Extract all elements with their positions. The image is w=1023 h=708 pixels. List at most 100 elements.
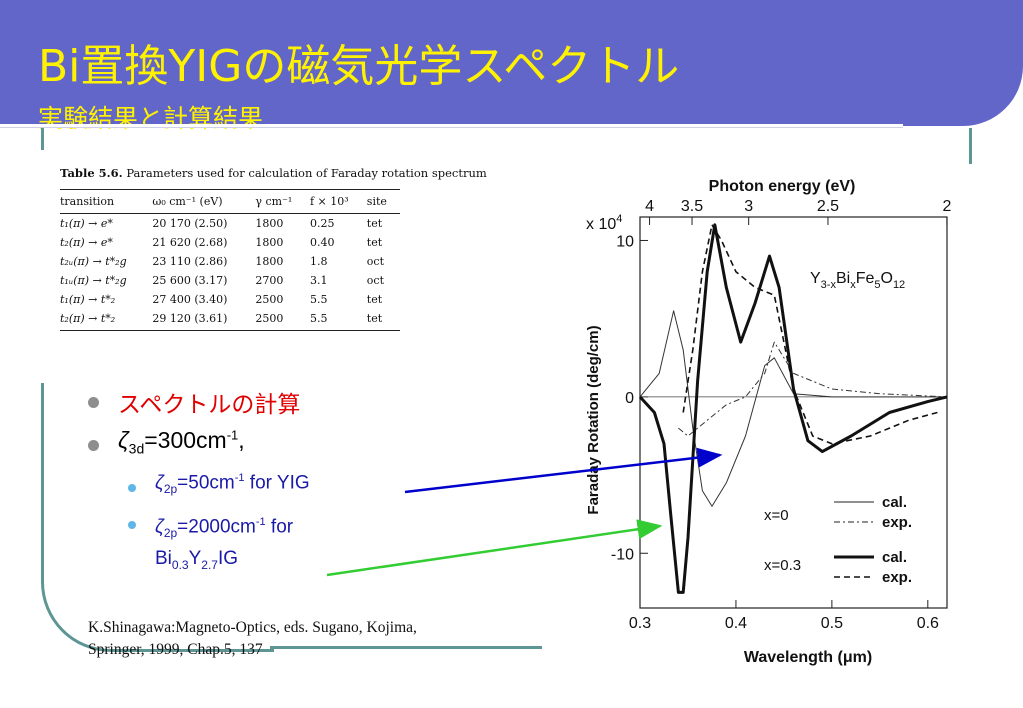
title-rule [0, 124, 903, 127]
legend-x0-cal: cal. [882, 494, 907, 511]
x-axis-label: Wavelength (μm) [744, 649, 872, 666]
cell-gamma: 2700 [255, 274, 284, 287]
zeta-subscript: 2p [163, 526, 178, 541]
zeta-tail: for [265, 516, 294, 538]
y-axis-label: Faraday Rotation (deg/cm) [585, 325, 602, 514]
y-tick-label: 10 [616, 233, 634, 250]
table-row: t₁ᵤ(π) → t*₂g 25 600 (3.17) 2700 3.1 oct [60, 271, 400, 290]
formula-y-sub: 2.7 [201, 557, 218, 572]
sub-bullet-dot-icon [128, 521, 136, 529]
frame-bottom-line [270, 646, 542, 649]
x-tick-label: 0.6 [917, 615, 939, 632]
zeta-superscript: -1 [255, 516, 266, 528]
top-tick-label: 3 [744, 198, 753, 215]
plot-frame [639, 216, 948, 609]
formula-bi: Bi [836, 270, 850, 287]
legend-x03-label: x=0.3 [764, 557, 801, 574]
table-caption-label: Table 5.6. [60, 166, 123, 180]
x-tick-group: 0.3 0.4 0.5 0.6 [629, 600, 939, 632]
legend-x03-cal: cal. [882, 549, 907, 566]
top-tick-label: 3.5 [681, 198, 703, 215]
cell-f: 0.25 [309, 217, 335, 230]
top-tick-group: 4 3.5 3 2.5 2 [645, 198, 951, 225]
title-band [0, 0, 1023, 126]
cell-omega: 23 110 (2.86) [152, 255, 228, 268]
top-axis-label: Photon energy (eV) [709, 178, 856, 195]
y-multiplier: x 104 [586, 213, 622, 233]
y-multiplier-exp: 4 [616, 213, 622, 225]
formula-bi-sub: 0.3 [171, 557, 189, 572]
cell-f: 3.1 [309, 274, 328, 287]
cell-transition: t₂(π) → t*₂ [60, 309, 153, 331]
reference-line-2: Springer, 1999, Chap.5, 137 [88, 641, 263, 658]
chart-legend: x=0 cal. exp. x=0.3 cal. exp. [764, 494, 912, 586]
header-omega: ω₀ cm⁻¹ (eV) [152, 189, 256, 214]
cell-transition: t₁(π) → t*₂ [60, 293, 116, 306]
cell-site: tet [366, 309, 400, 331]
parameter-table: transition ω₀ cm⁻¹ (eV) γ cm⁻¹ f × 10³ s… [60, 189, 400, 331]
bullet-spectrum-calc: スペクトルの計算 [118, 391, 301, 417]
cell-transition: t₁(π) → e* [60, 217, 113, 230]
table-caption-text: Parameters used for calculation of Farad… [126, 166, 487, 180]
zeta-symbol: ζ [155, 516, 164, 538]
sub-bullet-yig: ζ2p=50cm-1 for YIG [155, 472, 310, 496]
cell-transition: t₂(π) → e* [60, 236, 113, 249]
formula-y: Y [810, 270, 821, 287]
cell-f: 1.8 [309, 255, 328, 268]
parameter-table-block: Table 5.6. Parameters used for calculati… [60, 166, 525, 331]
legend-x0-label: x=0 [764, 507, 789, 524]
cell-gamma: 1800 [255, 217, 284, 230]
formula-y-sub: 3-x [821, 279, 837, 291]
cell-transition: t₁ᵤ(π) → t*₂g [60, 274, 127, 287]
frame-right-stub [969, 128, 972, 164]
zeta-tail: , [238, 427, 245, 453]
reference-citation: K.Shinagawa:Magneto-Optics, eds. Sugano,… [88, 617, 608, 661]
slide-title: Bi置換YIGの磁気光学スペクトル [38, 41, 680, 92]
faraday-rotation-chart: Photon energy (eV) 4 3.5 3 2.5 2 x 104 100-1… [585, 178, 951, 666]
header-site: site [366, 189, 400, 214]
zeta-tail: for YIG [244, 472, 310, 494]
formula-bi: Bi [155, 548, 172, 570]
top-tick-label: 2 [942, 198, 951, 215]
formula-ig: IG [217, 548, 239, 570]
title-rule-shadow [0, 127, 903, 128]
table-row: t₂ᵤ(π) → t*₂g 23 110 (2.86) 1800 1.8 oct [60, 252, 400, 271]
header-f: f × 10³ [309, 189, 367, 214]
y-multiplier-base: x 10 [586, 216, 616, 233]
zeta-subscript: 2p [163, 482, 178, 497]
formula-y: Y [188, 548, 202, 570]
cell-site: tet [366, 217, 383, 230]
formula-annotation: Y3-xBixFe5O12 [810, 270, 905, 291]
x-tick-label: 0.3 [629, 615, 651, 632]
x-tick-label: 0.5 [821, 615, 843, 632]
x-tick-label: 0.4 [725, 615, 747, 632]
cell-omega: 25 600 (3.17) [152, 274, 228, 287]
header-gamma: γ cm⁻¹ [255, 189, 310, 214]
frame-top-stub [41, 128, 44, 150]
series-group [638, 223, 948, 594]
reference-line-1: K.Shinagawa:Magneto-Optics, eds. Sugano,… [88, 619, 417, 636]
cell-site: oct [366, 274, 385, 287]
table-row: t₂(π) → e* 21 620 (2.68) 1800 0.40 tet [60, 233, 400, 252]
top-tick-label: 2.5 [817, 198, 839, 215]
table-row: t₂(π) → t*₂ 29 120 (3.61) 2500 5.5 tet [60, 309, 400, 331]
cell-gamma: 2500 [255, 293, 284, 306]
zeta-value: =2000cm [177, 516, 256, 538]
sub-bullet-dot-icon [128, 484, 136, 492]
zeta-superscript: -1 [226, 427, 239, 443]
cell-gamma: 1800 [255, 236, 284, 249]
cell-gamma: 1800 [255, 255, 284, 268]
cell-f: 5.5 [309, 293, 328, 306]
zeta-value: =50cm [177, 472, 235, 494]
cell-omega: 20 170 (2.50) [152, 217, 228, 230]
series-line-0 [639, 310, 947, 507]
zeta-superscript: -1 [234, 472, 245, 484]
cell-omega: 21 620 (2.68) [152, 236, 228, 249]
formula-fe-sub: 5 [874, 279, 880, 291]
formula-bi-sub: x [850, 279, 856, 291]
cell-omega: 29 120 (3.61) [152, 309, 256, 331]
series-line-2 [638, 223, 948, 594]
zeta-symbol: ζ [118, 427, 129, 453]
legend-x0-exp: exp. [882, 514, 912, 531]
table-row: t₁(π) → e* 20 170 (2.50) 1800 0.25 tet [60, 214, 400, 234]
